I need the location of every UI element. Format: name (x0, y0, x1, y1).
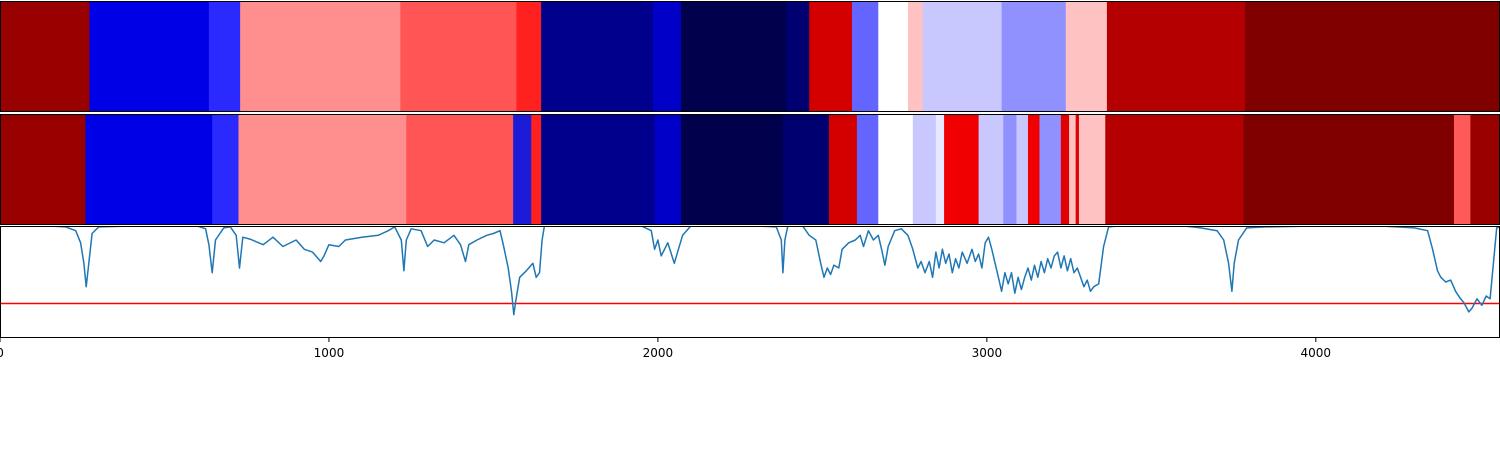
heatmap-cell (944, 114, 980, 225)
heatmap-cell (809, 1, 853, 112)
heatmap-cell (1001, 1, 1067, 112)
series-line (0, 226, 1500, 316)
heatmap-cell (878, 1, 909, 112)
heatmap-cell (856, 114, 879, 225)
heatmap-cell (212, 114, 239, 225)
heatmap-cell (652, 1, 682, 112)
heatmap-cell (238, 114, 407, 225)
heatmap-cell (680, 1, 787, 112)
x-tick-label: 4000 (1301, 346, 1332, 360)
heatmap-cell (541, 1, 654, 112)
heatmap-cell (1075, 114, 1080, 225)
line-plot-panel (0, 226, 1500, 338)
heatmap-cell (828, 114, 858, 225)
heatmap-cell (89, 1, 210, 112)
heatmap-cell (654, 114, 682, 225)
heatmap-cell (786, 1, 810, 112)
heatmap-cell (1245, 1, 1500, 112)
heatmap-cell (0, 1, 90, 112)
heatmap-cell (935, 114, 945, 225)
heatmap-cell (1003, 114, 1017, 225)
heatmap-cell (1078, 114, 1106, 225)
heatmap-cell (1106, 1, 1246, 112)
heatmap-cell (1065, 1, 1108, 112)
heatmap-cell (1060, 114, 1070, 225)
heatmap-cell (1069, 114, 1077, 225)
heatmap-cell (0, 114, 86, 225)
heatmap-cell (1039, 114, 1062, 225)
heatmap-cell (680, 114, 784, 225)
x-tick-label: 1000 (314, 346, 345, 360)
heatmap-cell (1027, 114, 1040, 225)
heatmap-cell (513, 114, 532, 225)
x-tick-label: 2000 (643, 346, 674, 360)
line-plot-area (0, 226, 1500, 316)
heatmap-cell (1243, 114, 1455, 225)
heatmap-cell (782, 114, 830, 225)
heatmap-cell (851, 1, 879, 112)
heatmap-cell (922, 1, 1003, 112)
heatmap-cell (878, 114, 914, 225)
heatmap-cell (400, 1, 517, 112)
heatmap-cell (240, 1, 401, 112)
heatmap-cell (541, 114, 656, 225)
heatmap-cell (531, 114, 542, 225)
heatmap-cell (406, 114, 514, 225)
heatmap-cell (85, 114, 213, 225)
heatmap-cell (1016, 114, 1029, 225)
heatmap-cell (907, 1, 924, 112)
x-axis: 0 1000 2000 3000 4000 (0, 338, 1331, 360)
middle-heatmap-panel (0, 114, 1500, 225)
panel-frame (0, 226, 1500, 338)
heatmap-cell (1470, 114, 1500, 225)
x-tick-label: 0 (0, 346, 4, 360)
heatmap-cell (1105, 114, 1244, 225)
top-heatmap-panel (0, 1, 1500, 112)
heatmap-cell (208, 1, 241, 112)
x-tick-label: 3000 (972, 346, 1003, 360)
heatmap-cell (516, 1, 542, 112)
heatmap-cell (1453, 114, 1471, 225)
heatmap-cell (912, 114, 937, 225)
heatmap-cell (978, 114, 1004, 225)
